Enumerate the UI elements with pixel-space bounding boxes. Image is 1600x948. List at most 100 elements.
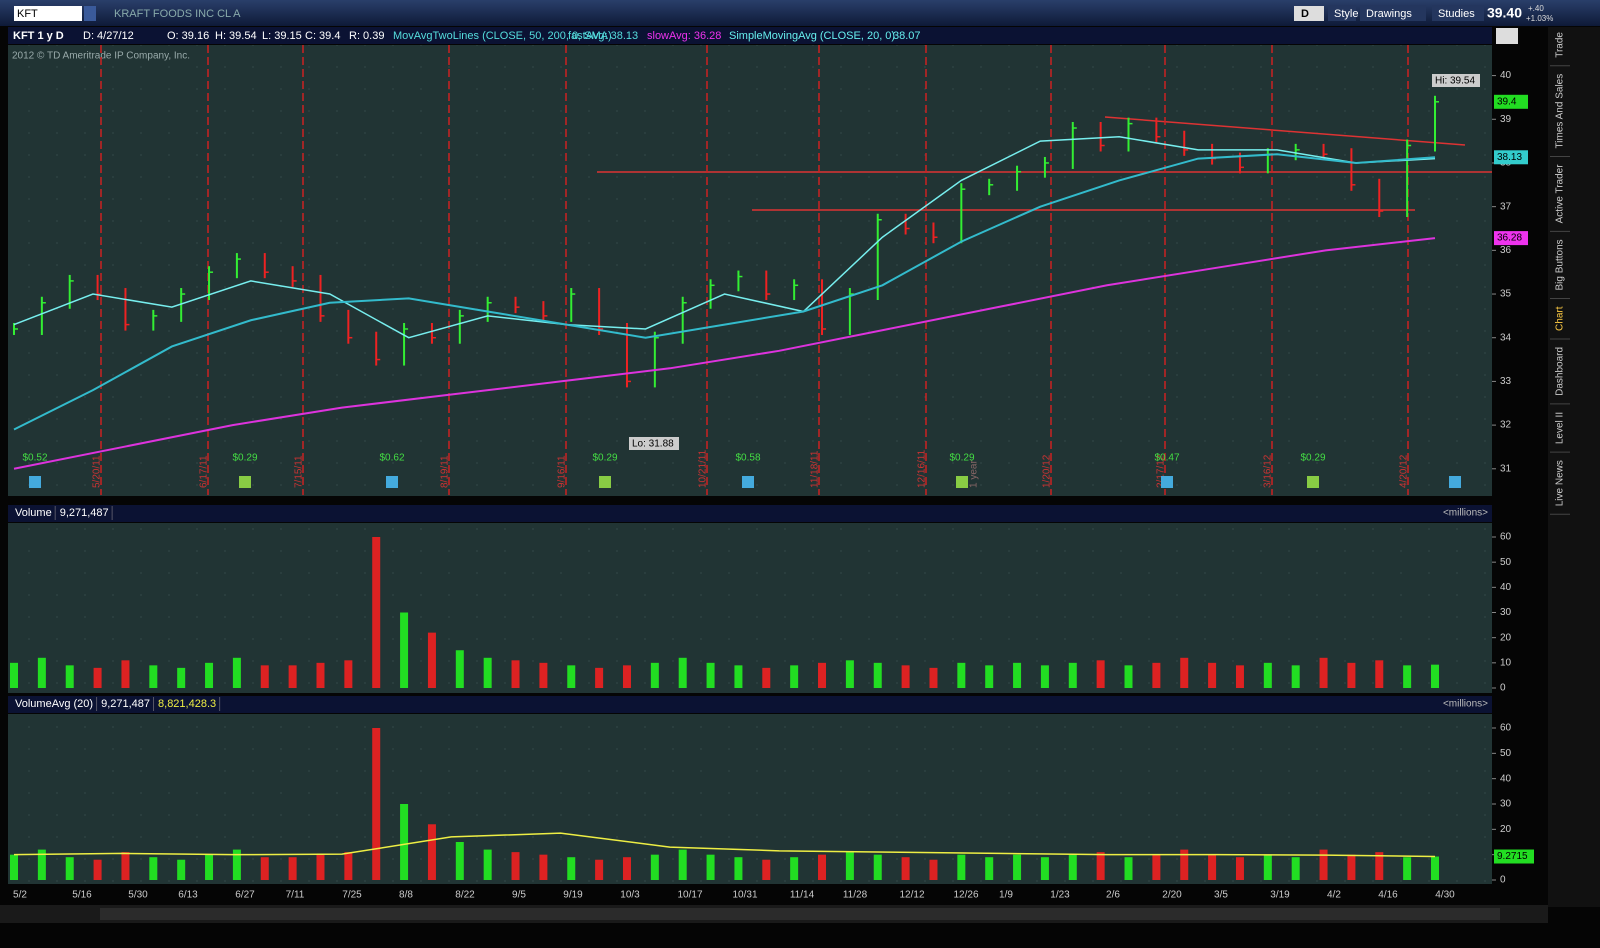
volume-header-item: Volume — [15, 507, 52, 519]
volume-bar — [427, 632, 436, 688]
volume-bar — [650, 662, 659, 688]
event-icon[interactable] — [29, 476, 41, 488]
side-tab[interactable]: Trade — [1555, 32, 1566, 58]
volume-bar — [706, 662, 715, 688]
study-value: 38.07 — [893, 30, 921, 42]
volume-bar — [1208, 662, 1217, 688]
volavg-bar — [316, 854, 325, 880]
side-tab[interactable]: Level II — [1555, 412, 1566, 444]
event-icon[interactable] — [1161, 476, 1173, 488]
y-tick-label: 40 — [1500, 70, 1512, 81]
expiration-label: 12/16/11 — [917, 449, 928, 488]
volume-bar — [873, 662, 882, 688]
copyright: 2012 © TD Ameritrade IP Company, Inc. — [12, 51, 190, 62]
volume-bar — [1152, 662, 1161, 688]
toolbar-button[interactable] — [1328, 5, 1356, 21]
y-tick-label: 33 — [1500, 376, 1512, 387]
side-tab[interactable]: Active Trader — [1555, 164, 1566, 224]
x-tick-label: 3/5 — [1214, 890, 1228, 901]
volume-bar — [121, 660, 130, 688]
expiration-label: 6/17/11 — [199, 455, 210, 488]
volume-bar — [567, 665, 576, 688]
event-icon[interactable] — [742, 476, 754, 488]
y-tick-label: 50 — [1500, 748, 1512, 759]
side-tab[interactable]: Live News — [1555, 460, 1566, 506]
ma50-line — [13, 153, 1436, 431]
x-tick-label: 3/19 — [1270, 890, 1290, 901]
volume-bar — [1403, 665, 1412, 688]
volume-bar — [260, 665, 269, 688]
volume-bar — [93, 667, 102, 688]
side-tab[interactable]: Times And Sales — [1555, 74, 1566, 149]
header-divider — [219, 697, 221, 711]
volavg-bar — [845, 852, 854, 880]
volume-header — [8, 505, 1492, 522]
header-item: O: 39.16 — [167, 30, 209, 42]
volavg-bar — [762, 859, 771, 880]
symbol: KFT — [17, 8, 38, 20]
volavg-bar — [232, 849, 241, 880]
volavg-bar — [901, 857, 910, 880]
hi-box — [1432, 74, 1480, 87]
header-item: L: 39.15 — [262, 30, 302, 42]
drawing-tool[interactable] — [1496, 28, 1518, 44]
toolbar-button[interactable] — [1432, 5, 1484, 21]
toolbar-button-label: Studies — [1438, 8, 1475, 20]
y-tick-label: 35 — [1500, 289, 1512, 300]
x-tick-label: 1/9 — [999, 890, 1013, 901]
event-icon[interactable] — [599, 476, 611, 488]
toolbar-button-label: Drawings — [1366, 8, 1412, 20]
volavg-header — [8, 696, 1492, 713]
x-tick-label: 4/16 — [1378, 890, 1398, 901]
header-item: C: 39.4 — [305, 30, 340, 42]
toolbar-button-label: Style — [1334, 8, 1358, 20]
volume-bar — [455, 650, 464, 688]
dividend-label: $0.29 — [1300, 453, 1325, 464]
scroll-track[interactable] — [100, 908, 1500, 920]
header-item: D: 4/27/12 — [83, 30, 134, 42]
dividend-label: $0.52 — [22, 453, 47, 464]
volavg-bar — [37, 849, 46, 880]
units: <millions> — [1443, 508, 1488, 519]
expiration-label: 3/16/12 — [1263, 454, 1274, 488]
dividend-label: $0.29 — [232, 453, 257, 464]
x-tick-label: 12/12 — [899, 890, 924, 901]
volume-bar — [845, 660, 854, 688]
side-tab[interactable]: Big Buttons — [1555, 239, 1566, 290]
event-icon[interactable] — [1449, 476, 1461, 488]
event-icon[interactable] — [956, 476, 968, 488]
volume-bar — [1180, 657, 1189, 688]
volavg-bar — [1208, 854, 1217, 880]
volavg-bar — [149, 857, 158, 880]
x-tick-label: 10/3 — [620, 890, 640, 901]
fast-avg: fastAvg: 38.13 — [568, 30, 638, 42]
volavg-bar — [734, 857, 743, 880]
volavg-bar — [121, 852, 130, 880]
y-tick-label: 0 — [1500, 683, 1506, 694]
study-header — [8, 27, 1492, 44]
price-tag-label: 39.4 — [1497, 96, 1517, 107]
toolbar-button[interactable] — [1360, 5, 1426, 21]
volavg-bar — [427, 824, 436, 880]
side-tab[interactable]: Dashboard — [1555, 347, 1566, 396]
expiration-label: 10/21/11 — [698, 449, 709, 488]
price-grid — [8, 45, 1492, 496]
x-tick-label: 8/22 — [455, 890, 475, 901]
volavg-bar — [511, 852, 520, 880]
price-tag — [1494, 150, 1528, 165]
volavg-bar — [1375, 852, 1384, 880]
volavg-bar — [622, 857, 631, 880]
symbol-dropdown[interactable] — [84, 6, 96, 21]
event-icon[interactable] — [239, 476, 251, 488]
y-tick-label: 30 — [1500, 799, 1512, 810]
volavg-bar — [1319, 849, 1328, 880]
symbol-box[interactable] — [14, 6, 82, 21]
d-button[interactable] — [1294, 6, 1324, 21]
event-icon[interactable] — [386, 476, 398, 488]
event-icon[interactable] — [1307, 476, 1319, 488]
volume-bar — [511, 660, 520, 688]
volavg-header-item: 8,821,428.3 — [158, 698, 216, 710]
volume-bar — [1040, 665, 1049, 688]
x-tick-label: 5/2 — [13, 890, 27, 901]
side-tab[interactable]: Chart — [1555, 306, 1566, 331]
